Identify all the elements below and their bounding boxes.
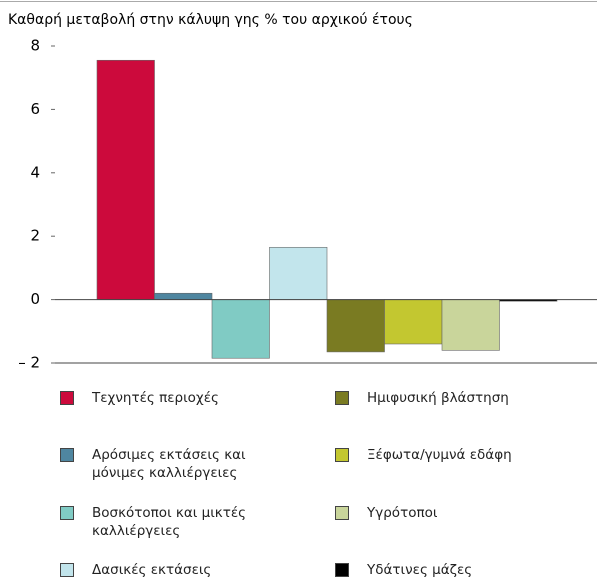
bar — [384, 299, 443, 345]
legend-item: Δασικές εκτάσεις — [60, 561, 292, 579]
y-tick-label: 6 — [30, 100, 40, 118]
legend-swatch — [335, 506, 349, 520]
y-tick-label: 2 — [30, 227, 40, 245]
chart: Καθαρή μεταβολή στην κάλυψη γης % του αρ… — [0, 1, 597, 372]
legend-item: Τεχνητές περιοχές — [60, 389, 292, 407]
legend-swatch — [60, 391, 74, 405]
legend-label: Βοσκότοποι και μικτές καλλιέργειες — [92, 505, 247, 539]
y-tick-label: 8 — [30, 37, 40, 55]
y-tick-label: – 2 — [18, 354, 40, 372]
y-tick-label: 0 — [30, 290, 40, 308]
legend-item: Ξέφωτα/γυμνά εδάφη — [335, 446, 567, 464]
legend-item: Ημιφυσική βλάστηση — [335, 389, 567, 407]
legend-label: Αρόσιμες εκτάσεις και μόνιμες καλλιέργει… — [92, 447, 246, 481]
legend-label: Τεχνητές περιοχές — [92, 390, 219, 406]
legend-swatch — [60, 563, 74, 577]
legend-label: Ξέφωτα/γυμνά εδάφη — [367, 447, 512, 463]
legend-swatch — [335, 448, 349, 462]
legend-label: Υδάτινες μάζες — [367, 562, 473, 578]
legend-swatch — [335, 563, 349, 577]
bar — [211, 299, 270, 359]
legend-label: Δασικές εκτάσεις — [92, 562, 212, 578]
legend-swatch — [335, 391, 349, 405]
legend-swatch — [60, 448, 74, 462]
bar — [96, 59, 155, 300]
legend-item: Αρόσιμες εκτάσεις και μόνιμες καλλιέργει… — [60, 446, 292, 482]
chart-title: Καθαρή μεταβολή στην κάλυψη γης % του αρ… — [8, 12, 413, 28]
legend-item: Υδάτινες μάζες — [335, 561, 567, 579]
y-tick-label: 4 — [30, 163, 40, 181]
bar — [441, 299, 500, 351]
legend-item: Υγρότοποι — [335, 504, 567, 522]
legend-item: Βοσκότοποι και μικτές καλλιέργειες — [60, 504, 292, 540]
legend-swatch — [60, 506, 74, 520]
legend-label: Ημιφυσική βλάστηση — [367, 390, 509, 406]
bar — [154, 292, 213, 300]
legend-label: Υγρότοποι — [367, 505, 438, 521]
bar — [269, 246, 328, 300]
bar — [326, 299, 385, 353]
